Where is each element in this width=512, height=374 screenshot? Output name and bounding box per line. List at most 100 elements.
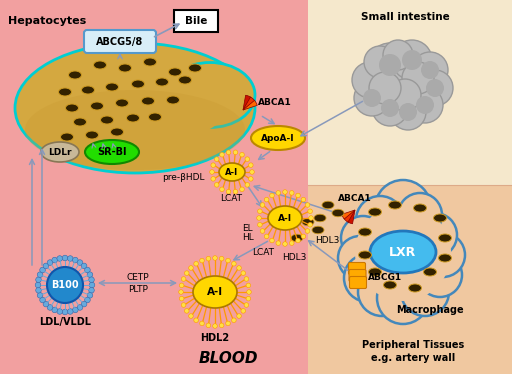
Text: EL: EL bbox=[242, 224, 252, 233]
Circle shape bbox=[402, 50, 422, 70]
Circle shape bbox=[276, 191, 281, 195]
Circle shape bbox=[305, 229, 310, 233]
Circle shape bbox=[47, 260, 53, 265]
Ellipse shape bbox=[438, 234, 452, 242]
Text: LCAT: LCAT bbox=[220, 193, 242, 202]
Circle shape bbox=[219, 256, 224, 261]
Circle shape bbox=[40, 297, 46, 303]
Text: e.g. artery wall: e.g. artery wall bbox=[371, 353, 455, 363]
Ellipse shape bbox=[66, 104, 78, 112]
Circle shape bbox=[81, 263, 87, 269]
Circle shape bbox=[215, 183, 219, 187]
Circle shape bbox=[194, 318, 199, 322]
Ellipse shape bbox=[188, 64, 202, 72]
Circle shape bbox=[309, 216, 313, 220]
Circle shape bbox=[416, 96, 434, 114]
Circle shape bbox=[354, 80, 390, 116]
Ellipse shape bbox=[165, 62, 255, 128]
Circle shape bbox=[212, 256, 217, 260]
Circle shape bbox=[181, 303, 186, 307]
Bar bbox=[308, 185, 512, 374]
Circle shape bbox=[257, 216, 261, 220]
Circle shape bbox=[89, 277, 94, 282]
Circle shape bbox=[413, 213, 457, 257]
Wedge shape bbox=[243, 97, 255, 110]
Circle shape bbox=[264, 234, 269, 239]
Circle shape bbox=[179, 296, 184, 301]
Circle shape bbox=[233, 150, 238, 154]
Circle shape bbox=[52, 257, 57, 263]
Ellipse shape bbox=[166, 96, 180, 104]
Text: SR-BI: SR-BI bbox=[97, 147, 127, 157]
Ellipse shape bbox=[156, 78, 168, 86]
Circle shape bbox=[179, 283, 184, 288]
Circle shape bbox=[308, 223, 312, 227]
Text: LDLr: LDLr bbox=[48, 147, 72, 156]
Circle shape bbox=[226, 150, 231, 154]
Ellipse shape bbox=[15, 43, 255, 173]
Ellipse shape bbox=[116, 99, 129, 107]
Ellipse shape bbox=[94, 61, 106, 69]
Circle shape bbox=[47, 305, 53, 310]
Circle shape bbox=[260, 203, 265, 207]
Circle shape bbox=[407, 87, 443, 123]
Circle shape bbox=[417, 70, 453, 106]
Text: LCAT: LCAT bbox=[252, 248, 274, 257]
Ellipse shape bbox=[60, 133, 74, 141]
Text: ABCG1: ABCG1 bbox=[368, 273, 402, 282]
Circle shape bbox=[363, 89, 381, 107]
Ellipse shape bbox=[314, 214, 326, 222]
Ellipse shape bbox=[143, 58, 157, 66]
FancyBboxPatch shape bbox=[349, 263, 366, 275]
Circle shape bbox=[398, 193, 442, 237]
Circle shape bbox=[247, 290, 251, 294]
Circle shape bbox=[237, 314, 241, 318]
Circle shape bbox=[270, 238, 274, 243]
Circle shape bbox=[188, 266, 193, 270]
Circle shape bbox=[368, 43, 412, 87]
Circle shape bbox=[81, 301, 87, 307]
Circle shape bbox=[426, 79, 444, 97]
Circle shape bbox=[219, 323, 224, 328]
Circle shape bbox=[37, 292, 43, 298]
Circle shape bbox=[244, 303, 249, 307]
Circle shape bbox=[301, 197, 306, 202]
Circle shape bbox=[211, 163, 216, 168]
Ellipse shape bbox=[414, 204, 426, 212]
Ellipse shape bbox=[168, 68, 181, 76]
Circle shape bbox=[62, 255, 68, 261]
Text: B100: B100 bbox=[51, 280, 79, 290]
Circle shape bbox=[241, 271, 246, 275]
Ellipse shape bbox=[383, 281, 396, 289]
Text: Small intestine: Small intestine bbox=[360, 12, 450, 22]
Ellipse shape bbox=[369, 208, 381, 216]
Circle shape bbox=[377, 272, 429, 324]
Circle shape bbox=[245, 157, 250, 162]
Circle shape bbox=[250, 170, 254, 174]
Circle shape bbox=[355, 205, 451, 301]
Circle shape bbox=[57, 309, 62, 314]
Circle shape bbox=[47, 267, 83, 303]
Circle shape bbox=[87, 272, 93, 278]
Circle shape bbox=[77, 305, 83, 310]
Text: HDL2: HDL2 bbox=[200, 333, 229, 343]
Ellipse shape bbox=[132, 80, 144, 88]
Circle shape bbox=[226, 258, 230, 263]
Ellipse shape bbox=[91, 102, 103, 110]
Circle shape bbox=[68, 256, 73, 261]
Circle shape bbox=[379, 54, 401, 76]
Text: Macrophage: Macrophage bbox=[396, 305, 464, 315]
Text: PLTP: PLTP bbox=[128, 285, 148, 294]
Ellipse shape bbox=[434, 214, 446, 222]
Ellipse shape bbox=[369, 268, 381, 276]
Text: HDL3: HDL3 bbox=[282, 254, 306, 263]
Ellipse shape bbox=[322, 201, 334, 209]
Circle shape bbox=[36, 288, 41, 293]
Circle shape bbox=[200, 258, 204, 263]
Circle shape bbox=[358, 268, 406, 316]
Ellipse shape bbox=[268, 206, 302, 230]
Circle shape bbox=[246, 283, 251, 288]
Circle shape bbox=[89, 282, 95, 288]
Circle shape bbox=[89, 288, 94, 293]
Circle shape bbox=[52, 307, 57, 313]
